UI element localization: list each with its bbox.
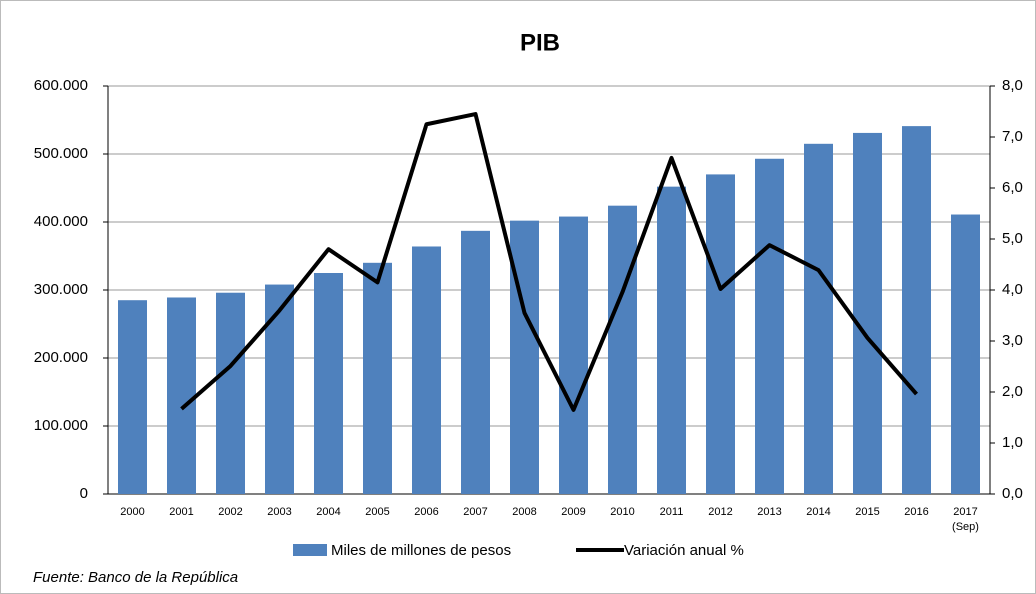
y2-tick-label: 5,0 — [1002, 230, 1023, 247]
x-tick-label: 2017 (Sep) — [952, 506, 979, 533]
chart-title: PIB — [520, 29, 560, 56]
y-tick-label: 400.000 — [34, 213, 88, 230]
bar — [657, 186, 686, 494]
y2-tick-label: 6,0 — [1002, 179, 1023, 196]
line — [180, 112, 919, 412]
x-tick-label: 2001 — [169, 506, 193, 518]
x-tick-label: 2014 — [806, 506, 830, 518]
bar — [118, 300, 147, 494]
y2-tick-label: 4,0 — [1002, 281, 1023, 298]
y2-tick-label: 0,0 — [1002, 485, 1023, 502]
bar — [951, 214, 980, 494]
bar — [510, 220, 539, 494]
y-tick-label: 100.000 — [34, 417, 88, 434]
bar — [559, 216, 588, 494]
bar — [265, 284, 294, 494]
x-tick-label: 2000 — [120, 506, 144, 518]
bar — [167, 297, 196, 494]
y-tick-label: 300.000 — [34, 281, 88, 298]
bar — [706, 174, 735, 494]
y2-tick-label: 2,0 — [1002, 383, 1023, 400]
x-tick-label: 2010 — [610, 506, 634, 518]
y-tick-label: 600.000 — [34, 77, 88, 94]
y2-tick-label: 7,0 — [1002, 128, 1023, 145]
x-tick-label: 2013 — [757, 506, 781, 518]
legend-label: Variación anual % — [624, 542, 744, 559]
y-tick-label: 200.000 — [34, 349, 88, 366]
y-tick-label: 500.000 — [34, 145, 88, 162]
y2-tick-label: 1,0 — [1002, 434, 1023, 451]
x-tick-label: 2016 — [904, 506, 928, 518]
bar — [755, 158, 784, 494]
bar — [804, 143, 833, 495]
bar — [363, 262, 392, 494]
x-tick-label: 2011 — [660, 506, 684, 518]
x-tick-label: 2012 — [708, 506, 732, 518]
y2-tick-label: 8,0 — [1002, 77, 1023, 94]
x-tick-label: 2015 — [855, 506, 879, 518]
y2-tick-label: 3,0 — [1002, 332, 1023, 349]
bar — [853, 132, 882, 495]
x-tick-label: 2007 — [463, 506, 487, 518]
legend-swatch — [293, 544, 327, 556]
bar — [902, 126, 931, 495]
x-tick-label: 2003 — [267, 506, 291, 518]
x-tick-label: 2008 — [512, 506, 536, 518]
bar — [461, 230, 490, 494]
bar — [608, 205, 637, 494]
x-tick-label: 2004 — [316, 506, 340, 518]
bar — [314, 273, 343, 494]
source-note: Fuente: Banco de la República — [33, 569, 238, 586]
x-tick-label: 2005 — [365, 506, 389, 518]
legend-label: Miles de millones de pesos — [331, 542, 511, 559]
x-tick-label: 2002 — [218, 506, 242, 518]
bar — [412, 246, 441, 494]
x-tick-label: 2009 — [561, 506, 585, 518]
x-tick-label: 2006 — [414, 506, 438, 518]
bar — [216, 292, 245, 494]
y-tick-label: 0 — [80, 485, 88, 502]
